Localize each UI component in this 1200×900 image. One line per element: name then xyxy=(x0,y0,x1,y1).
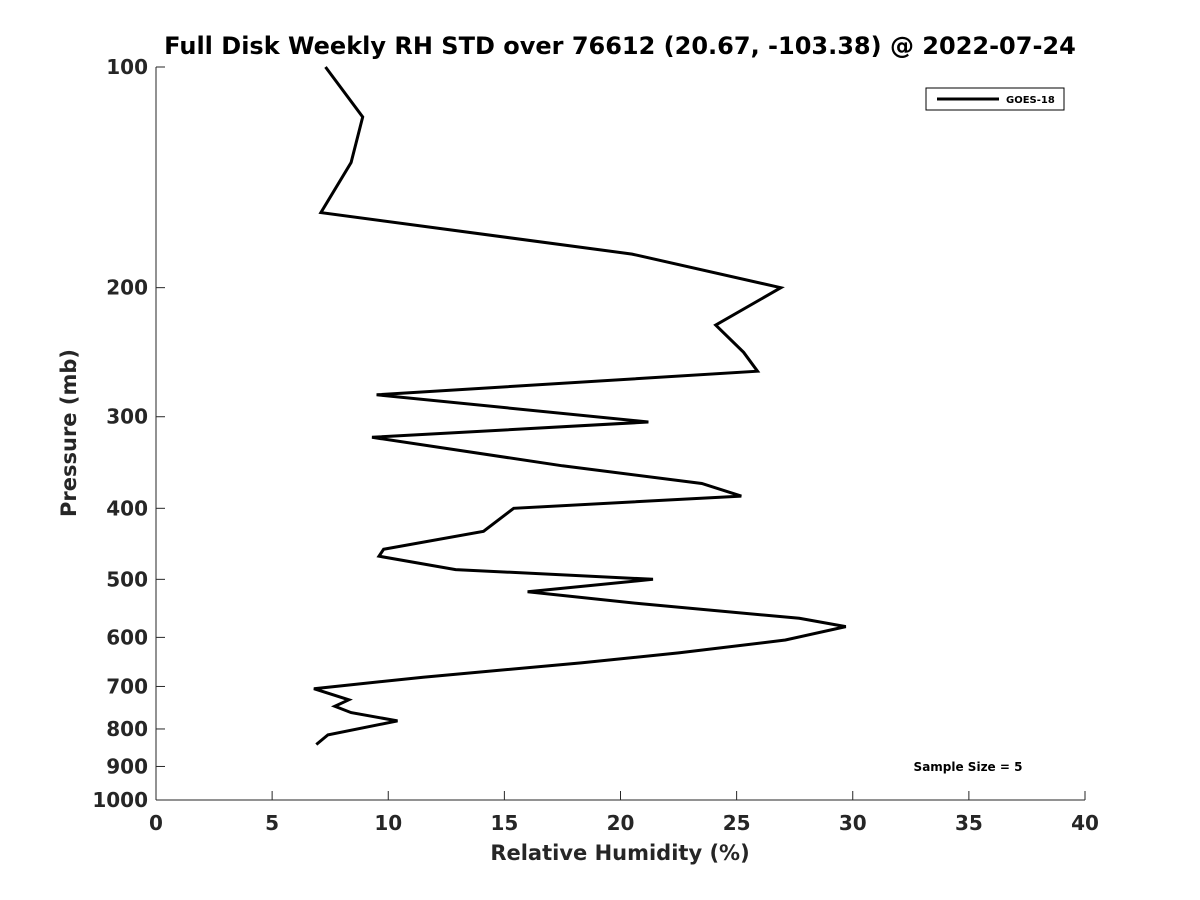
legend: GOES-18 xyxy=(925,87,1065,111)
y-tick-label: 800 xyxy=(106,717,148,741)
y-tick-label: 1000 xyxy=(92,788,148,812)
series-line-goes-18 xyxy=(313,66,847,746)
x-tick-label: 5 xyxy=(265,811,279,835)
x-tick-label: 15 xyxy=(490,811,518,835)
x-tick-label: 25 xyxy=(723,811,751,835)
x-tick-label: 20 xyxy=(607,811,635,835)
x-axis-label: Relative Humidity (%) xyxy=(490,841,749,865)
y-tick-label: 300 xyxy=(106,405,148,429)
y-axis-label: Pressure (mb) xyxy=(57,349,81,517)
series-layer xyxy=(313,66,847,746)
x-tick-label: 30 xyxy=(839,811,867,835)
y-tick-label: 500 xyxy=(106,567,148,591)
y-tick-label: 100 xyxy=(106,55,148,79)
y-tick-label: 700 xyxy=(106,674,148,698)
y-tick-label: 900 xyxy=(106,754,148,778)
y-tick-label: 400 xyxy=(106,496,148,520)
sample-size-annotation: Sample Size = 5 xyxy=(914,760,1023,774)
x-tick-label: 40 xyxy=(1071,811,1099,835)
x-tick-label: 35 xyxy=(955,811,983,835)
y-tick-label: 600 xyxy=(106,625,148,649)
x-tick-label: 0 xyxy=(149,811,163,835)
x-tick-label: 10 xyxy=(374,811,402,835)
chart-title: Full Disk Weekly RH STD over 76612 (20.6… xyxy=(164,32,1076,60)
plot-axes: 0 5 10 15 20 25 30 35 40 100 200 300 400 500 600 700 800… xyxy=(92,55,1099,835)
legend-label: GOES-18 xyxy=(1006,95,1055,106)
y-tick-label: 200 xyxy=(106,276,148,300)
